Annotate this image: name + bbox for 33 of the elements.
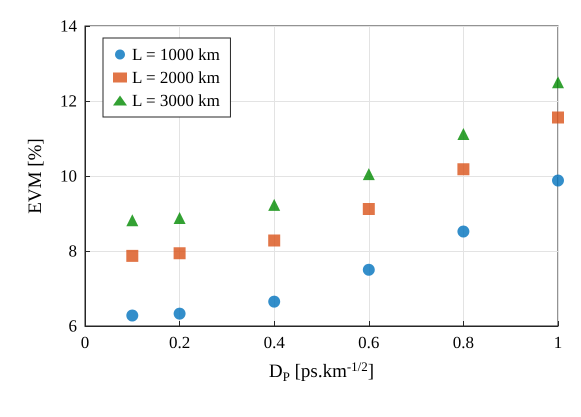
point: [268, 234, 280, 246]
point: [174, 212, 186, 224]
point: [552, 76, 564, 88]
point: [174, 308, 186, 320]
point: [126, 250, 138, 262]
y-tick-label: 10: [60, 166, 77, 186]
y-tick-label: 12: [60, 92, 77, 110]
y-tick-label: 6: [68, 316, 77, 336]
point: [457, 163, 470, 176]
legend-label: L = 1000 km: [132, 45, 220, 64]
x-tick-label: 0.8: [452, 333, 474, 352]
point: [457, 128, 470, 140]
x-tick-label: 0: [80, 333, 90, 352]
y-axis-title: EVM [%]: [25, 138, 46, 214]
point: [126, 214, 138, 226]
y-tick-label: 8: [68, 242, 77, 260]
x-tick-label: 1: [554, 333, 562, 352]
legend-label: L = 2000 km: [132, 68, 220, 87]
x-tick-label: 0.6: [358, 333, 380, 352]
point: [362, 168, 375, 180]
legend-label: L = 3000 km: [132, 91, 220, 110]
point: [174, 247, 186, 260]
point: [362, 264, 375, 276]
point: [268, 198, 280, 211]
point: [362, 203, 375, 215]
x-tick-label: 0.4: [264, 333, 286, 352]
point: [552, 174, 564, 186]
x-tick-label: 0.2: [168, 333, 190, 352]
point: [126, 310, 138, 322]
point: [268, 296, 280, 308]
y-tick-label: 14: [60, 16, 78, 36]
point: [552, 112, 564, 124]
point: [457, 226, 470, 238]
